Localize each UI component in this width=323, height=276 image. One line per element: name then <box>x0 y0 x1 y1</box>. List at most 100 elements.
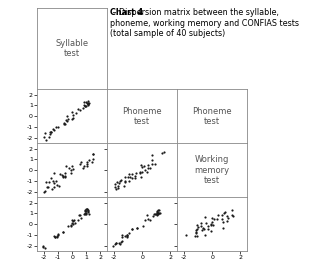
Point <box>205 227 210 231</box>
Point <box>115 184 120 188</box>
Point <box>84 206 89 211</box>
Point <box>86 157 91 162</box>
Point <box>148 217 153 222</box>
Point <box>198 224 203 228</box>
Point <box>141 224 146 228</box>
Point <box>68 168 73 172</box>
Point <box>130 172 135 176</box>
Point <box>195 225 200 229</box>
Point <box>130 227 135 232</box>
Text: – Dispersion matrix between the syllable,
phoneme, working memory and CONFIAS te: – Dispersion matrix between the syllable… <box>110 8 299 38</box>
Text: Syllable
test: Syllable test <box>56 39 89 59</box>
Point <box>84 100 89 105</box>
Point <box>220 213 225 217</box>
Point <box>50 179 55 184</box>
Point <box>208 229 214 233</box>
Point <box>55 235 60 239</box>
Point <box>41 135 47 139</box>
Point <box>41 243 46 248</box>
Point <box>110 244 116 248</box>
Point <box>90 152 95 156</box>
Point <box>83 211 88 216</box>
Point <box>67 165 72 170</box>
Point <box>85 103 90 107</box>
Point <box>62 122 67 126</box>
Point <box>230 213 235 218</box>
Point <box>86 100 91 105</box>
Point <box>160 151 165 156</box>
Point <box>114 241 119 245</box>
Point <box>117 181 122 185</box>
Point <box>50 127 55 132</box>
Point <box>85 101 90 106</box>
Point <box>71 116 76 120</box>
Point <box>55 232 60 237</box>
Point <box>48 130 53 134</box>
Point <box>118 179 123 183</box>
Point <box>44 180 49 184</box>
Point <box>201 226 206 230</box>
Point <box>85 99 90 103</box>
Point <box>124 235 129 239</box>
Point <box>124 233 130 238</box>
Point <box>51 171 57 175</box>
Point <box>116 240 121 245</box>
Point <box>45 185 50 189</box>
Point <box>152 212 157 216</box>
Point <box>152 212 157 216</box>
Point <box>45 185 50 189</box>
Point <box>82 103 87 107</box>
Point <box>77 213 82 217</box>
Point <box>48 130 53 134</box>
Point <box>55 233 60 237</box>
Point <box>69 110 74 114</box>
Point <box>89 160 95 164</box>
Point <box>222 211 227 216</box>
Point <box>149 158 154 162</box>
Point <box>113 187 118 192</box>
Point <box>193 230 198 234</box>
Point <box>153 212 159 217</box>
Point <box>127 174 132 179</box>
Point <box>51 181 56 185</box>
Point <box>149 162 154 166</box>
Point <box>81 211 87 216</box>
Point <box>212 216 217 221</box>
Point <box>54 179 59 183</box>
Point <box>114 241 119 245</box>
Point <box>139 174 144 179</box>
Point <box>224 219 230 223</box>
Point <box>143 218 148 223</box>
Point <box>132 176 137 180</box>
Point <box>137 171 142 176</box>
Point <box>55 124 60 129</box>
Point <box>150 153 155 157</box>
Point <box>209 220 214 225</box>
Text: Phoneme
test: Phoneme test <box>192 107 232 126</box>
Point <box>145 166 151 170</box>
Point <box>221 220 226 224</box>
Point <box>65 113 70 118</box>
Point <box>40 245 46 250</box>
Point <box>53 235 58 240</box>
Point <box>75 107 80 112</box>
Point <box>76 218 81 222</box>
Point <box>157 208 162 212</box>
Point <box>78 161 83 166</box>
Point <box>53 125 58 130</box>
Point <box>85 209 90 214</box>
Point <box>66 116 71 121</box>
Point <box>65 224 70 228</box>
Point <box>119 177 124 182</box>
Point <box>90 152 96 156</box>
Point <box>152 162 158 166</box>
Point <box>81 105 86 110</box>
Point <box>61 174 66 178</box>
Point <box>85 100 90 105</box>
Point <box>211 223 216 227</box>
Point <box>60 172 65 177</box>
Point <box>52 128 57 132</box>
Point <box>46 135 51 139</box>
Point <box>85 159 90 164</box>
Point <box>85 207 90 212</box>
